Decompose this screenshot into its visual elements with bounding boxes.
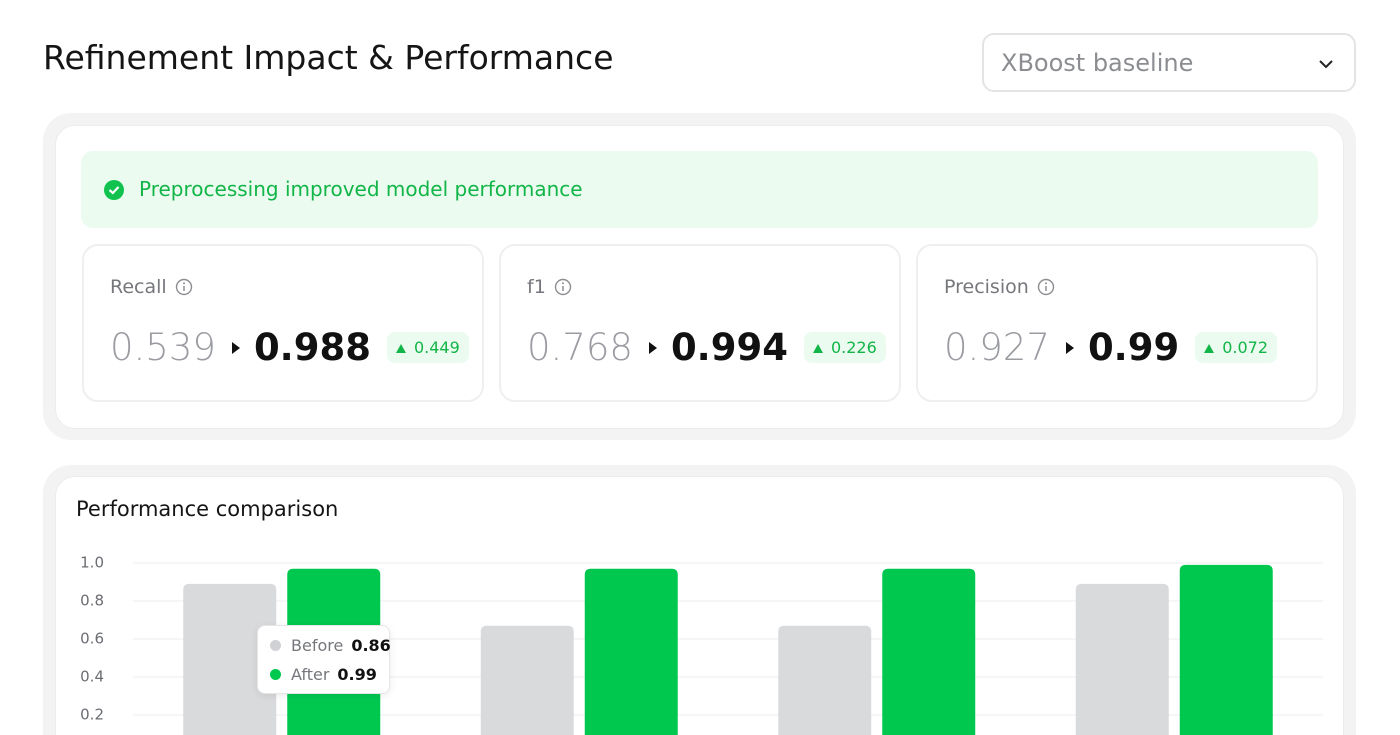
tooltip-row: After 0.99 [270, 665, 377, 684]
bar [584, 568, 678, 735]
bar [882, 568, 976, 735]
delta-value: 0.226 [830, 338, 877, 357]
metric-delta: 0.072 [1195, 332, 1278, 363]
delta-value: 0.072 [1222, 338, 1269, 357]
y-tick-label: 0.8 [80, 592, 104, 610]
model-dropdown[interactable]: XBoost baseline [982, 33, 1356, 92]
tooltip-name: After [291, 665, 330, 684]
arrow-icon [231, 341, 240, 354]
tooltip-value: 0.99 [337, 665, 377, 684]
info-icon [1037, 278, 1055, 296]
tooltip-value: 0.86 [351, 636, 391, 655]
metric-label: Precision [944, 276, 1029, 298]
metric-card: Precision 0.927 0.99 0.072 [916, 244, 1318, 402]
tooltip: Before 0.86 After 0.99 [257, 625, 391, 694]
bar [778, 625, 872, 735]
y-tick-label: 0.6 [80, 630, 104, 648]
dropdown-value: XBoost baseline [1001, 49, 1194, 77]
metric-delta: 0.449 [386, 332, 469, 363]
metric-label: f1 [527, 276, 546, 298]
metric-after: 0.99 [1087, 326, 1180, 369]
metric-row: 0.539 0.988 0.449 [110, 326, 469, 369]
arrow-icon [1065, 341, 1074, 354]
y-tick-label: 1.0 [80, 554, 104, 572]
metric-card: f1 0.768 0.994 0.226 [499, 244, 901, 402]
up-icon [1204, 344, 1215, 353]
bar [183, 583, 277, 735]
metric-delta: 0.226 [803, 332, 886, 363]
metric-row: 0.768 0.994 0.226 [527, 326, 886, 369]
page-title: Refinement Impact & Performance [43, 38, 614, 77]
up-icon [812, 344, 823, 353]
metric-before: 0.927 [944, 326, 1050, 369]
up-icon [395, 344, 406, 353]
y-tick-label: 0.4 [80, 668, 104, 686]
check-icon [104, 180, 124, 200]
bar [480, 625, 574, 735]
chart-title: Performance comparison [76, 497, 339, 521]
metric-label: Recall [110, 276, 167, 298]
info-icon [554, 278, 572, 296]
bar [1075, 583, 1169, 735]
tooltip-name: Before [291, 636, 344, 655]
delta-value: 0.449 [413, 338, 460, 357]
metric-card: Recall 0.539 0.988 0.449 [82, 244, 484, 402]
chevron-icon [1319, 60, 1333, 69]
y-tick-label: 0.2 [80, 706, 104, 724]
arrow-icon [648, 341, 657, 354]
banner-text: Preprocessing improved model performance [139, 177, 583, 201]
info-icon [175, 278, 193, 296]
metric-before: 0.539 [110, 326, 216, 369]
tooltip-row: Before 0.86 [270, 636, 391, 655]
metric-after: 0.994 [670, 326, 788, 369]
metric-after: 0.988 [253, 326, 371, 369]
metric-before: 0.768 [527, 326, 633, 369]
metric-row: 0.927 0.99 0.072 [944, 326, 1278, 369]
bar [1179, 564, 1273, 735]
success-banner: Preprocessing improved model performance [81, 151, 1318, 228]
